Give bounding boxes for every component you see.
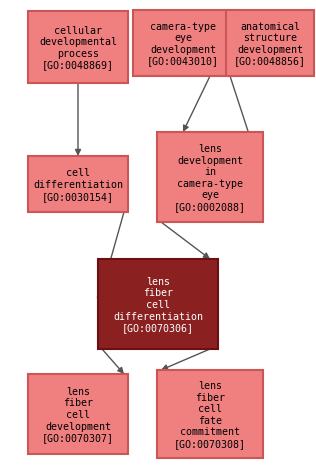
- Text: anatomical
structure
development
[GO:0048856]: anatomical structure development [GO:004…: [234, 21, 306, 66]
- Text: lens
fiber
cell
fate
commitment
[GO:0070308]: lens fiber cell fate commitment [GO:0070…: [174, 380, 246, 448]
- Text: lens
fiber
cell
development
[GO:0070307]: lens fiber cell development [GO:0070307]: [42, 386, 114, 442]
- FancyBboxPatch shape: [28, 12, 128, 84]
- FancyBboxPatch shape: [98, 259, 218, 349]
- Text: lens
fiber
cell
differentiation
[GO:0070306]: lens fiber cell differentiation [GO:0070…: [113, 276, 203, 333]
- FancyBboxPatch shape: [226, 11, 314, 77]
- FancyBboxPatch shape: [133, 11, 233, 77]
- Text: cell
differentiation
[GO:0030154]: cell differentiation [GO:0030154]: [33, 168, 123, 201]
- FancyBboxPatch shape: [28, 374, 128, 454]
- Text: camera-type
eye
development
[GO:0043010]: camera-type eye development [GO:0043010]: [147, 21, 219, 66]
- FancyBboxPatch shape: [28, 157, 128, 213]
- Text: cellular
developmental
process
[GO:0048869]: cellular developmental process [GO:00488…: [39, 26, 117, 70]
- FancyBboxPatch shape: [157, 370, 263, 458]
- Text: lens
development
in
camera-type
eye
[GO:0002088]: lens development in camera-type eye [GO:…: [174, 144, 246, 211]
- FancyBboxPatch shape: [157, 133, 263, 223]
